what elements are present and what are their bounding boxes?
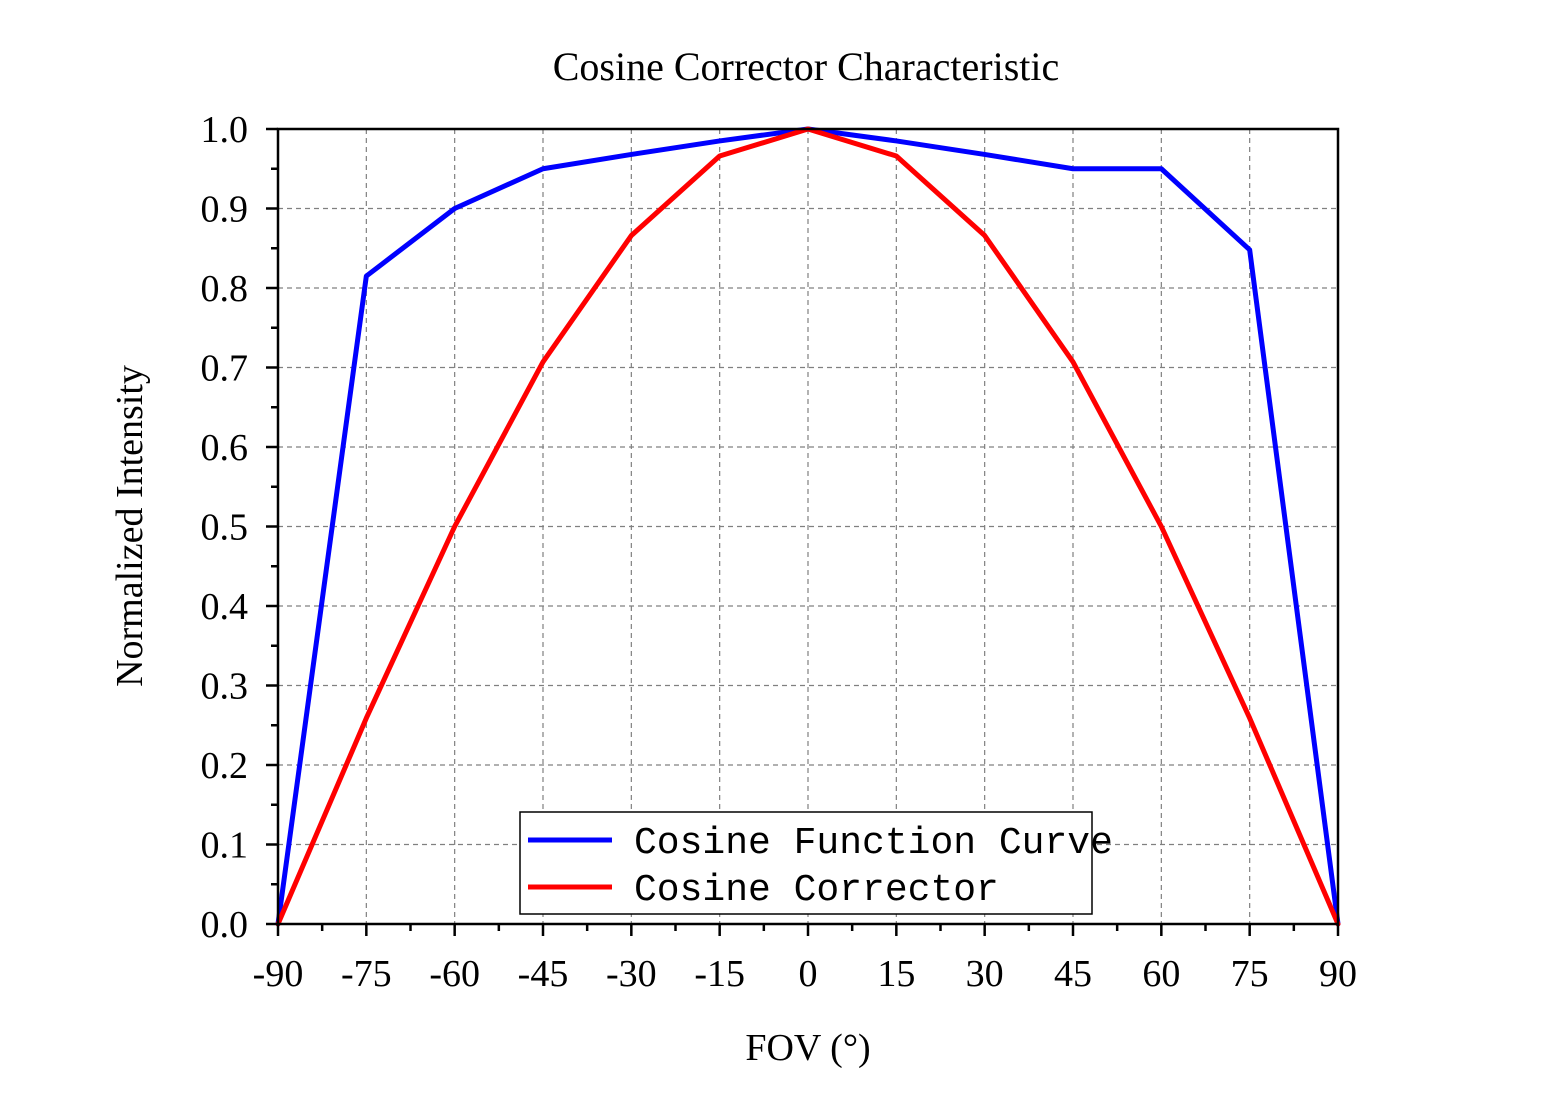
y-tick-label: 0.0 bbox=[201, 904, 249, 946]
axis-ticks bbox=[266, 127, 1340, 936]
x-tick-label: -75 bbox=[341, 953, 392, 995]
y-tick-label: 0.4 bbox=[201, 586, 249, 628]
y-tick-labels: 0.0 0.1 0.2 0.3 0.4 0.5 0.6 0.7 0.8 0.9 1.0 bbox=[201, 109, 249, 946]
x-tick-label: 45 bbox=[1054, 953, 1092, 995]
x-tick-labels: -90 -75 -60 -45 -30 -15 0 15 30 45 60 75 90 bbox=[253, 953, 1357, 995]
x-tick-label: 60 bbox=[1142, 953, 1180, 995]
x-tick-label: 90 bbox=[1319, 953, 1357, 995]
x-tick-label: 75 bbox=[1231, 953, 1269, 995]
grid bbox=[278, 129, 1338, 924]
legend-box bbox=[519, 811, 1093, 915]
x-tick-label: -45 bbox=[518, 953, 569, 995]
x-tick-label: -30 bbox=[606, 953, 657, 995]
x-tick-label: 0 bbox=[799, 953, 818, 995]
y-tick-label: 0.3 bbox=[201, 666, 249, 708]
y-tick-label: 0.9 bbox=[201, 189, 249, 231]
x-tick-label: -15 bbox=[694, 953, 745, 995]
legend-label: Cosine Function Curve bbox=[634, 822, 1113, 865]
x-tick-label: -60 bbox=[429, 953, 480, 995]
chart-title: Cosine Corrector Characteristic bbox=[553, 44, 1059, 89]
y-tick-label: 1.0 bbox=[201, 109, 249, 151]
y-tick-label: 0.7 bbox=[201, 348, 249, 390]
y-axis-label: Normalized Intensity bbox=[109, 365, 151, 687]
x-tick-label: -90 bbox=[253, 953, 304, 995]
y-tick-label: 0.6 bbox=[201, 427, 249, 469]
y-tick-label: 0.2 bbox=[201, 745, 249, 787]
x-tick-label: 15 bbox=[877, 953, 915, 995]
x-axis-label: FOV (°) bbox=[745, 1027, 870, 1069]
y-tick-label: 0.5 bbox=[201, 507, 249, 549]
legend-label: Cosine Corrector bbox=[634, 869, 999, 912]
y-tick-label: 0.8 bbox=[201, 268, 249, 310]
x-tick-label: 30 bbox=[966, 953, 1004, 995]
y-tick-label: 0.1 bbox=[201, 825, 249, 867]
